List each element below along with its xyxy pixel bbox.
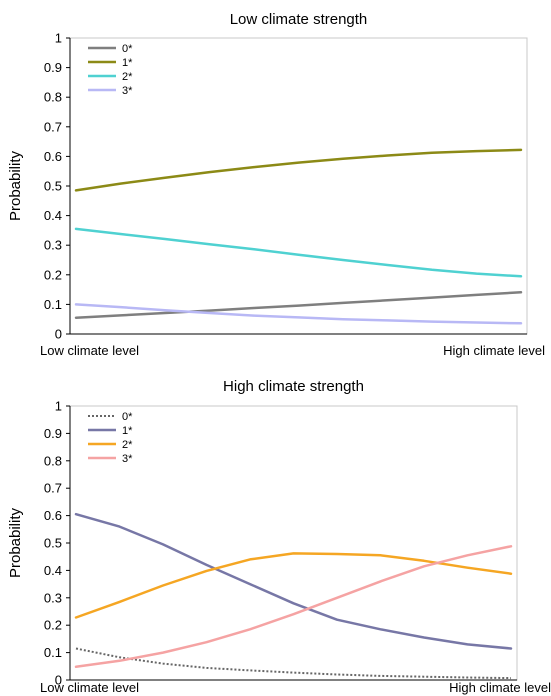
chart-title: High climate strength — [223, 378, 364, 395]
y-tick-label: 0.6 — [44, 149, 62, 164]
y-axis-label: Probability — [7, 150, 24, 221]
x-category-label-low: Low climate level — [40, 680, 139, 695]
chart-title: Low climate strength — [230, 11, 368, 28]
series-line-1 — [76, 514, 511, 648]
x-category-label-low: Low climate level — [40, 343, 139, 358]
plot-frame — [70, 38, 527, 334]
chart-panel-top: Low climate strength 0 0.1 0.2 0.3 0.4 0.5 0.6 0… — [7, 11, 545, 358]
legend-label: 1* — [122, 425, 133, 437]
legend-label: 3* — [122, 453, 133, 465]
y-tick-label: 0.1 — [44, 297, 62, 312]
legend-label: 3* — [122, 85, 133, 97]
legend-label: 0* — [122, 411, 133, 423]
y-tick-label: 0.3 — [44, 238, 62, 253]
y-tick-label: 1 — [55, 31, 62, 46]
legend-label: 2* — [122, 439, 133, 451]
y-tick-label: 0.8 — [44, 453, 62, 468]
legend-label: 1* — [122, 57, 133, 69]
series-line-0 — [76, 649, 511, 679]
series-line-2 — [76, 229, 521, 276]
x-category-label-high: High climate level — [443, 343, 545, 358]
y-tick-label: 0.5 — [44, 536, 62, 551]
series-line-0 — [76, 292, 521, 317]
series-line-2 — [76, 553, 511, 617]
y-axis-label: Probability — [7, 507, 24, 578]
y-tick-label: 0.7 — [44, 119, 62, 134]
y-tick-label: 0.6 — [44, 508, 62, 523]
legend-label: 2* — [122, 71, 133, 83]
y-tick-label: 0 — [55, 327, 62, 342]
y-tick-label: 0.2 — [44, 618, 62, 633]
y-tick-label: 0.9 — [44, 60, 62, 75]
y-tick-label: 1 — [55, 399, 62, 414]
y-tick-label: 0.5 — [44, 179, 62, 194]
x-category-label-high: High climate level — [449, 680, 551, 695]
y-tick-label: 0.2 — [44, 267, 62, 282]
legend-label: 0* — [122, 43, 133, 55]
y-tick-label: 0.8 — [44, 90, 62, 105]
y-tick-label: 0.7 — [44, 481, 62, 496]
plot-frame — [70, 406, 517, 680]
y-tick-label: 0.4 — [44, 208, 62, 223]
chart-panel-bottom: High climate strength00.10.20.30.40.50.6… — [7, 378, 551, 695]
y-tick-label: 0.1 — [44, 645, 62, 660]
y-tick-label: 0.9 — [44, 426, 62, 441]
series-line-1 — [76, 150, 521, 191]
y-tick-label: 0.3 — [44, 590, 62, 605]
y-tick-label: 0.4 — [44, 563, 62, 578]
